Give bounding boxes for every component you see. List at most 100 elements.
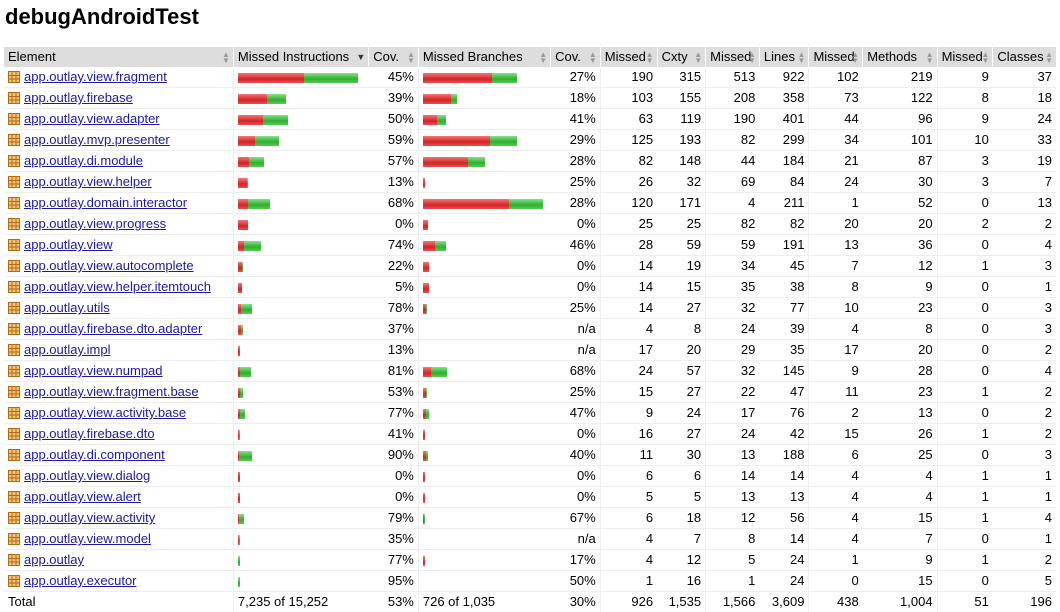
package-link[interactable]: app.outlay.view.autocomplete [24,258,194,273]
header-missed-classes[interactable]: Missed▲▼ [937,47,993,67]
instructions-covered-bar [239,514,244,524]
sort-desc-icon: ▼ [356,47,365,67]
complexity: 25 [657,214,706,235]
package-link[interactable]: app.outlay.domain.interactor [24,195,187,210]
instructions-coverage: 5% [369,277,419,298]
package-link[interactable]: app.outlay.view.helper [24,174,152,189]
lines: 84 [759,172,809,193]
package-link[interactable]: app.outlay.view [24,237,113,252]
header-missed-complexity[interactable]: Missed▲▼ [600,47,657,67]
missed-lines: 4 [706,193,760,214]
instructions-coverage: 39% [369,88,419,109]
sort-icon: ▲▼ [407,47,415,67]
branches-missed-bar [423,472,425,482]
package-icon [8,512,20,524]
instructions-coverage: 68% [369,193,419,214]
methods: 52 [863,193,937,214]
lines: 14 [759,529,809,550]
complexity: 18 [657,508,706,529]
instructions-covered-bar [239,430,240,440]
methods: 15 [863,571,937,592]
package-icon [8,71,20,83]
header-instructions-coverage[interactable]: Cov.▲▼ [369,47,419,67]
methods: 8 [863,319,937,340]
classes: 7 [993,172,1056,193]
instructions-coverage: 35% [369,529,419,550]
package-link[interactable]: app.outlay.firebase.dto [24,426,155,441]
missed-complexity: 9 [600,403,657,424]
package-link[interactable]: app.outlay.view.fragment.base [24,384,199,399]
missed-lines: 17 [706,403,760,424]
complexity: 27 [657,298,706,319]
package-link[interactable]: app.outlay.view.adapter [24,111,160,126]
missed-methods: 4 [809,466,863,487]
package-link[interactable]: app.outlay.utils [24,300,110,315]
header-lines[interactable]: Lines▲▼ [759,47,809,67]
missed-methods: 21 [809,151,863,172]
package-link[interactable]: app.outlay.di.module [24,153,143,168]
instructions-coverage: 41% [369,424,419,445]
package-link[interactable]: app.outlay.view.model [24,531,151,546]
header-missed-lines[interactable]: Missed▲▼ [706,47,760,67]
element-cell: app.outlay [4,550,233,571]
missed-complexity: 15 [600,382,657,403]
package-link[interactable]: app.outlay.view.helper.itemtouch [24,279,211,294]
package-link[interactable]: app.outlay.view.alert [24,489,141,504]
missed-methods: 20 [809,214,863,235]
missed-lines: 44 [706,151,760,172]
missed-branches-bar-cell [418,508,550,529]
header-branches-coverage[interactable]: Cov.▲▼ [551,47,601,67]
header-missed-methods[interactable]: Missed▲▼ [809,47,863,67]
missed-complexity: 4 [600,319,657,340]
element-cell: app.outlay.view.helper [4,172,233,193]
package-link[interactable]: app.outlay.firebase.dto.adapter [24,321,202,336]
package-icon [8,218,20,230]
package-link[interactable]: app.outlay.impl [24,342,110,357]
total-label: Total [4,592,233,612]
package-link[interactable]: app.outlay [24,552,84,567]
header-complexity[interactable]: Cxty▲▼ [657,47,706,67]
missed-instructions-bar-cell [233,529,368,550]
branches-covered-bar [424,514,425,524]
package-link[interactable]: app.outlay.executor [24,573,137,588]
package-link[interactable]: app.outlay.view.fragment [24,69,167,84]
branches-coverage: 41% [551,109,601,130]
instructions-covered-bar [238,556,240,566]
package-icon [8,491,20,503]
package-link[interactable]: app.outlay.mvp.presenter [24,132,170,147]
instructions-coverage: 50% [369,109,419,130]
missed-branches-bar-cell [418,361,550,382]
package-link[interactable]: app.outlay.di.component [24,447,165,462]
methods: 12 [863,256,937,277]
missed-classes: 8 [937,88,993,109]
classes: 33 [993,130,1056,151]
instructions-coverage: 53% [369,382,419,403]
methods: 9 [863,550,937,571]
element-cell: app.outlay.view.fragment.base [4,382,233,403]
missed-classes: 1 [937,550,993,571]
missed-branches-bar-cell [418,550,550,571]
package-link[interactable]: app.outlay.view.numpad [24,363,163,378]
total-methods: 1,004 [863,592,937,612]
instructions-coverage: 81% [369,361,419,382]
package-link[interactable]: app.outlay.view.activity.base [24,405,186,420]
header-element[interactable]: Element▲▼ [4,47,233,67]
branches-missed-bar [423,199,509,209]
header-methods[interactable]: Methods▲▼ [863,47,937,67]
header-missed-branches[interactable]: Missed Branches▲▼ [418,47,550,67]
sort-icon: ▲▼ [539,47,547,67]
missed-branches-bar-cell [418,403,550,424]
header-missed-instructions[interactable]: Missed Instructions▼ [233,47,368,67]
missed-branches-bar-cell [418,466,550,487]
package-icon [8,554,20,566]
element-cell: app.outlay.domain.interactor [4,193,233,214]
package-link[interactable]: app.outlay.view.activity [24,510,155,525]
package-link[interactable]: app.outlay.view.dialog [24,468,150,483]
package-link[interactable]: app.outlay.view.progress [24,216,166,231]
header-classes[interactable]: Classes▲▼ [993,47,1056,67]
package-link[interactable]: app.outlay.firebase [24,90,133,105]
instructions-coverage: 79% [369,508,419,529]
